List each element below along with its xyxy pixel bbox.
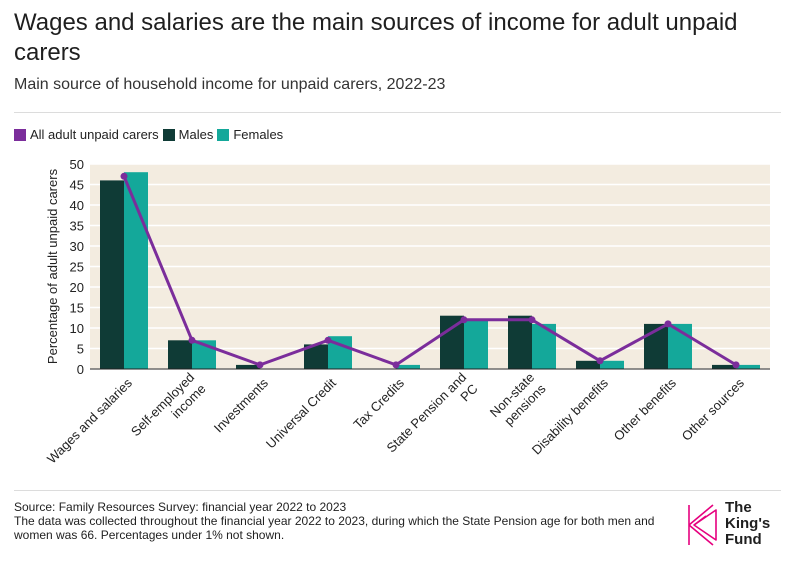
y-tick-label: 20	[70, 280, 84, 295]
point-all-adult-unpaid-carers	[596, 357, 604, 365]
point-all-adult-unpaid-carers	[256, 361, 264, 369]
x-tick-label-line: Tax Credits	[350, 375, 407, 432]
x-tick-label-line: Investments	[211, 375, 272, 436]
logo-line-2: King's	[725, 515, 771, 532]
legend-item-all: All adult unpaid carers	[14, 127, 159, 142]
point-all-adult-unpaid-carers	[460, 316, 468, 324]
point-all-adult-unpaid-carers	[120, 172, 128, 180]
y-tick-label: 45	[70, 178, 84, 193]
bar-males	[168, 340, 192, 369]
y-tick-label: 50	[70, 157, 84, 172]
x-tick-label: Other sources	[679, 375, 748, 444]
legend-swatch-all	[14, 128, 26, 141]
kings-fund-k-icon	[688, 504, 717, 546]
bar-males	[508, 315, 532, 369]
x-tick-label: Investments	[211, 375, 272, 436]
legend-item-males: Males	[162, 127, 214, 142]
y-tick-label: 10	[70, 321, 84, 336]
note-text: The data was collected throughout the fi…	[14, 514, 655, 542]
chart-subtitle: Main source of household income for unpa…	[14, 76, 446, 93]
bar-females	[464, 319, 488, 369]
bar-females	[600, 360, 624, 369]
y-axis-label: Percentage of adult unpaid carers	[45, 168, 60, 364]
bar-chart: 0 5 10 15 20 25 30 35 40 45 50 Percentage of adult …	[44, 157, 770, 466]
y-tick-label: 0	[77, 362, 84, 377]
legend-label-females: Females	[233, 127, 284, 142]
y-tick-label: 25	[70, 260, 84, 275]
kings-fund-logo: The King's Fund	[686, 500, 786, 550]
y-tick-label: 15	[70, 301, 84, 316]
y-tick-label: 35	[70, 219, 84, 234]
legend-item-females: Females	[217, 127, 283, 142]
point-all-adult-unpaid-carers	[324, 336, 332, 344]
x-tick-label-line: Other sources	[679, 375, 748, 444]
x-tick-label: Other benefits	[611, 375, 680, 444]
source-text: Source: Family Resources Survey: financi…	[14, 500, 347, 514]
x-tick-label: Wages and salaries	[44, 375, 135, 466]
point-all-adult-unpaid-carers	[392, 361, 400, 369]
bar-males	[236, 364, 260, 369]
x-tick-label: Self-employedincome	[128, 370, 209, 451]
bar-males	[100, 180, 124, 369]
point-all-adult-unpaid-carers	[732, 361, 740, 369]
logo-line-3: Fund	[725, 531, 762, 548]
legend-swatch-females	[217, 128, 230, 141]
legend-label-males: Males	[178, 127, 214, 142]
chart-title: Wages and salaries are the main sources …	[14, 9, 738, 66]
y-tick-label: 40	[70, 198, 84, 213]
x-tick-label-line: Other benefits	[611, 375, 680, 444]
header-divider	[14, 112, 781, 113]
logo-text: The King's Fund	[725, 500, 770, 548]
bar-females	[736, 364, 760, 369]
y-tick-label: 30	[70, 239, 84, 254]
x-tick-label: Tax Credits	[350, 375, 407, 432]
point-all-adult-unpaid-carers	[188, 336, 196, 344]
x-tick-label: Universal Credit	[263, 375, 339, 451]
point-all-adult-unpaid-carers	[664, 320, 672, 328]
chart-legend: All adult unpaid carers Males Females	[14, 127, 287, 142]
bar-males	[440, 315, 464, 369]
line-all-adult-unpaid-carers	[122, 175, 737, 367]
x-tick-label-line: Wages and salaries	[44, 375, 135, 466]
y-tick-label: 5	[77, 342, 84, 357]
logo-line-1: The	[725, 499, 752, 516]
legend-swatch-males	[162, 128, 175, 141]
legend-label-all: All adult unpaid carers	[30, 127, 159, 142]
footer-divider	[14, 490, 781, 491]
x-tick-label-line: Universal Credit	[263, 375, 339, 451]
bar-females	[396, 364, 420, 369]
bar-males	[576, 360, 600, 369]
point-all-adult-unpaid-carers	[528, 316, 536, 324]
bar-males	[712, 364, 736, 369]
footer-source: Source: Family Resources Survey: financi…	[14, 500, 684, 542]
x-tick-label: Non-statepensions	[487, 369, 549, 431]
